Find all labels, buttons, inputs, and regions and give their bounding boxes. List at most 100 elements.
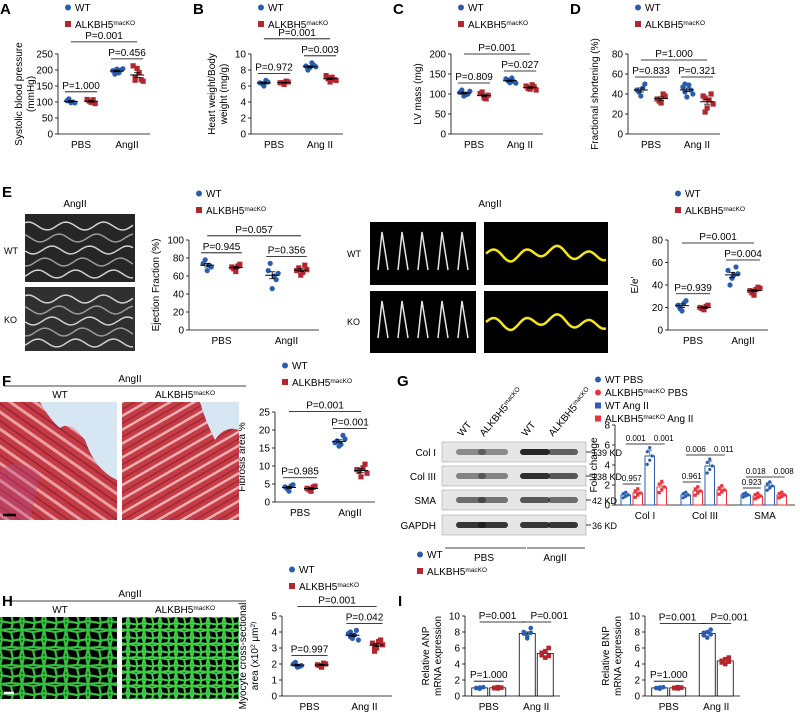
- point-ko: [302, 262, 308, 268]
- x-tick-label: Ang II: [523, 702, 549, 712]
- point: [626, 493, 630, 497]
- p-value: P=1.000: [650, 670, 688, 681]
- point-wt: [473, 685, 479, 691]
- point-ko: [298, 272, 304, 278]
- point: [758, 494, 762, 498]
- x-tick-label: Ang II: [307, 140, 333, 151]
- point-wt: [353, 627, 359, 634]
- histology-f-lumen: [40, 402, 117, 480]
- y-tick-label: 10: [629, 612, 641, 623]
- point: [744, 494, 748, 498]
- point-ko: [370, 640, 376, 646]
- p-value: P=0.004: [724, 249, 762, 260]
- western-rows: Col I 139 KD Col III 138 KD SMA 42 KD GAPDH 36 …: [400, 441, 623, 536]
- histology-f-col-ko-label: ALKBH5macKO: [155, 390, 215, 402]
- x-tick-label: PBS: [264, 140, 284, 151]
- y-tick-label: 3: [271, 644, 277, 655]
- legend-marker: [595, 402, 601, 409]
- legend-marker: [595, 415, 601, 422]
- point-wt: [642, 81, 648, 87]
- p-value: P=0.356: [268, 245, 306, 256]
- point: [621, 492, 625, 496]
- echo-title: AngII: [63, 199, 86, 210]
- p-value: P=0.001: [710, 613, 748, 624]
- y-tick-label: 6: [634, 644, 640, 655]
- p-value: P=0.321: [678, 66, 716, 77]
- point-ko: [296, 265, 302, 271]
- legend-marker: [595, 376, 601, 383]
- p-value: 0.008: [774, 467, 795, 476]
- p-value: P=0.997: [291, 644, 329, 655]
- y-tick-label: 10: [449, 612, 461, 623]
- point-ko: [479, 89, 485, 95]
- y-tick-label: 25: [259, 408, 271, 419]
- point-ko: [546, 653, 552, 659]
- point-wt: [480, 684, 486, 690]
- point: [684, 490, 688, 494]
- y-axis-label: Heart weight/Body: [207, 53, 218, 135]
- point-ko: [749, 290, 755, 296]
- blot-band: [548, 473, 578, 479]
- point-ko: [233, 268, 239, 275]
- doppler-title: AngII: [478, 199, 501, 210]
- point-wt: [686, 82, 692, 88]
- p-value: P=0.456: [108, 48, 146, 59]
- point-ko: [329, 74, 335, 80]
- point-wt: [638, 93, 644, 99]
- doppler-texture: [377, 231, 607, 339]
- y-axis-label: Fibrosis area %: [237, 422, 248, 492]
- legend-marker-ko: [65, 21, 71, 27]
- legend-wt: WT: [645, 3, 661, 14]
- point: [636, 493, 640, 497]
- y-axis-label: Systolic blood pressure: [14, 42, 25, 146]
- y-tick-label: 2: [634, 676, 640, 687]
- point-wt: [521, 629, 527, 635]
- panel-letter: B: [193, 1, 204, 18]
- x-tick-label: PBS: [683, 336, 703, 347]
- point: [756, 491, 760, 495]
- point-ko: [321, 660, 327, 666]
- legend-ko: ALKBH5macKO: [685, 206, 745, 218]
- x-tick-label: PBS: [290, 508, 310, 519]
- point: [741, 492, 745, 496]
- y-tick-label: 50: [435, 110, 447, 121]
- point-wt: [708, 632, 714, 637]
- western-row-label: Col I: [415, 448, 436, 459]
- echo-trace: [24, 338, 134, 348]
- point-wt: [269, 286, 275, 292]
- point-wt: [660, 684, 666, 690]
- western-column-label: WT: [520, 420, 538, 439]
- y-axis-label: Relative ANP: [421, 626, 432, 685]
- y-tick-label: 40: [173, 290, 185, 301]
- x-tick-label: Col I: [635, 511, 656, 522]
- point-ko: [92, 101, 98, 107]
- y-tick-label: 0: [264, 498, 270, 509]
- y-tick-label: 8: [604, 421, 610, 432]
- legend-marker-ko: [635, 21, 641, 27]
- blot-band: [548, 522, 578, 528]
- panel-letter-i: I: [398, 593, 402, 610]
- point: [765, 482, 769, 486]
- point-wt: [653, 685, 659, 691]
- point-wt: [265, 268, 271, 274]
- y-tick-label: 0: [634, 692, 640, 703]
- y-tick-label: 100: [36, 98, 53, 109]
- legend-marker-wt: [289, 566, 295, 573]
- y-axis-label: mRNA expression: [433, 616, 444, 696]
- legend-marker-ko: [417, 568, 423, 574]
- point: [684, 494, 688, 498]
- y-tick-label: 150: [36, 82, 53, 93]
- p-value: P=0.833: [632, 66, 670, 77]
- doppler-wave: [417, 300, 429, 339]
- point: [636, 487, 640, 491]
- point-wt: [271, 273, 277, 279]
- y-tick-label: 200: [36, 66, 53, 77]
- point-wt: [292, 659, 298, 666]
- point-wt: [735, 271, 741, 277]
- point: [770, 484, 774, 488]
- echo-trace: [24, 316, 134, 326]
- panel-a-scatter: 0 50 100 150 200 250 Systolic blood pressure (m…: [0, 1, 150, 151]
- point-wt: [528, 625, 534, 631]
- x-tick-label: AngII: [338, 508, 361, 519]
- blot-band: [478, 449, 508, 455]
